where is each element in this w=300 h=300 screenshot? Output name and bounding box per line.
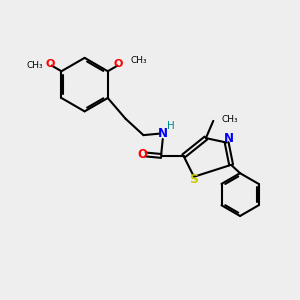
Text: CH₃: CH₃ <box>222 115 238 124</box>
Text: H: H <box>167 121 175 131</box>
Text: CH₃: CH₃ <box>27 61 43 70</box>
Text: CH₃: CH₃ <box>130 56 147 65</box>
Text: S: S <box>189 172 198 186</box>
Text: O: O <box>46 59 55 69</box>
Text: N: N <box>158 127 168 140</box>
Text: O: O <box>113 59 123 69</box>
Text: N: N <box>224 132 234 145</box>
Text: O: O <box>137 148 147 161</box>
